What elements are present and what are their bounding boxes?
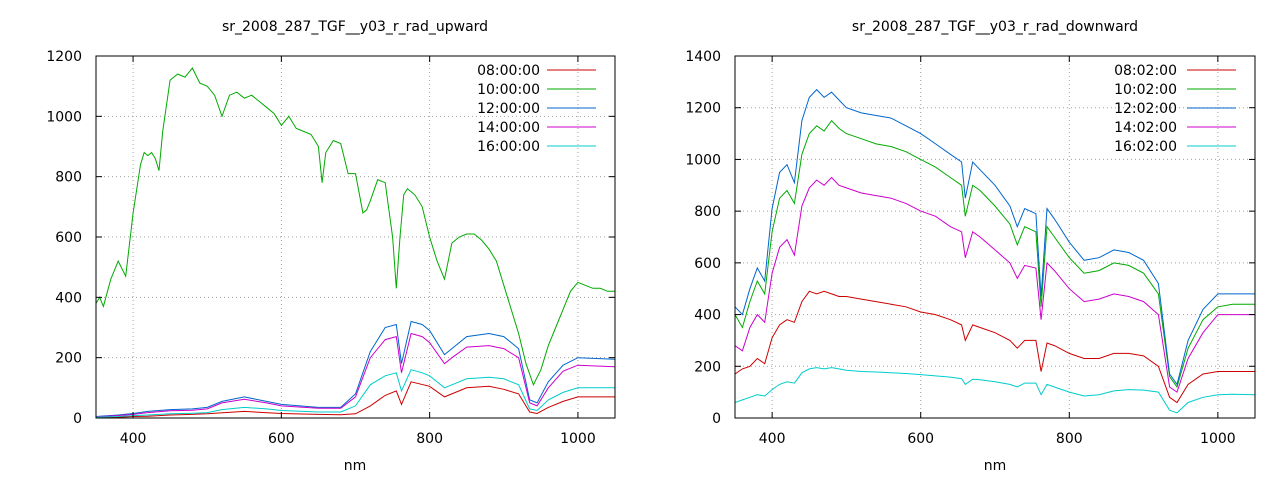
series-line-12:02:00 (735, 88, 1255, 386)
series-line-12:00:00 (96, 320, 615, 417)
series-line-16:02:00 (735, 367, 1255, 414)
y-tick-label: 1200 (685, 101, 721, 117)
series-line-10:02:00 (735, 119, 1255, 389)
axis-ticks: 400 600 800 1000 0 200 400 600 800 1000 1200 (46, 49, 615, 447)
legend-label: 08:02:00 (1114, 63, 1177, 79)
y-tick-label: 0 (73, 411, 82, 427)
legend-label: 12:02:00 (1114, 101, 1177, 117)
x-tick-label: 400 (120, 431, 147, 447)
series-line-08:02:00 (735, 290, 1255, 404)
x-tick-label: 1000 (560, 431, 596, 447)
y-tick-label: 800 (55, 170, 82, 186)
x-axis-label: nm (984, 458, 1007, 474)
y-tick-label: 400 (55, 290, 82, 306)
legend-label: 14:02:00 (1114, 120, 1177, 136)
plot-frame (734, 55, 1256, 419)
y-tick-label: 200 (694, 359, 721, 375)
series-line-14:00:00 (96, 332, 615, 418)
x-tick-label: 800 (1056, 431, 1083, 447)
legend: 08:02:00 10:02:00 12:02:00 14:02:00 16:02:00 (1114, 63, 1236, 155)
x-tick-label: 800 (416, 431, 443, 447)
upward-radiance-chart: sr_2008_287_TGF__y03_r_rad_upward nm 400… (46, 19, 616, 474)
chart-title: sr_2008_287_TGF__y03_r_rad_downward (852, 19, 1138, 35)
legend: 08:00:00 10:00:00 12:00:00 14:00:00 16:00:00 (477, 63, 596, 155)
y-tick-label: 800 (694, 204, 721, 220)
x-tick-label: 1000 (1200, 431, 1236, 447)
gridlines (735, 56, 1255, 418)
y-tick-label: 600 (694, 256, 721, 272)
y-tick-label: 1000 (685, 152, 721, 168)
axis-ticks: 400 600 800 1000 0 200 400 600 800 1000 1200 1400 (685, 49, 1255, 447)
y-tick-label: 200 (55, 351, 82, 367)
legend-label: 10:00:00 (477, 82, 540, 98)
legend-label: 16:02:00 (1114, 139, 1177, 155)
chart-title: sr_2008_287_TGF__y03_r_rad_upward (222, 19, 488, 35)
y-tick-label: 600 (55, 230, 82, 246)
y-tick-label: 1400 (685, 49, 721, 65)
series-lines (96, 67, 615, 418)
legend-label: 16:00:00 (477, 139, 540, 155)
legend-label: 08:00:00 (477, 63, 540, 79)
series-line-16:00:00 (96, 369, 615, 418)
y-tick-label: 1000 (46, 109, 82, 125)
x-tick-label: 600 (268, 431, 295, 447)
x-tick-label: 400 (759, 431, 786, 447)
y-tick-label: 400 (694, 308, 721, 324)
series-lines (735, 88, 1255, 414)
legend-label: 10:02:00 (1114, 82, 1177, 98)
series-line-10:00:00 (96, 67, 615, 387)
x-axis-label: nm (344, 458, 367, 474)
legend-label: 14:00:00 (477, 120, 540, 136)
legend-label: 12:00:00 (477, 101, 540, 117)
y-tick-label: 1200 (46, 49, 82, 65)
x-tick-label: 600 (907, 431, 934, 447)
y-tick-label: 0 (712, 411, 721, 427)
series-line-14:02:00 (735, 176, 1255, 393)
downward-radiance-chart: sr_2008_287_TGF__y03_r_rad_downward nm 4… (685, 19, 1256, 474)
series-line-08:00:00 (96, 381, 615, 418)
